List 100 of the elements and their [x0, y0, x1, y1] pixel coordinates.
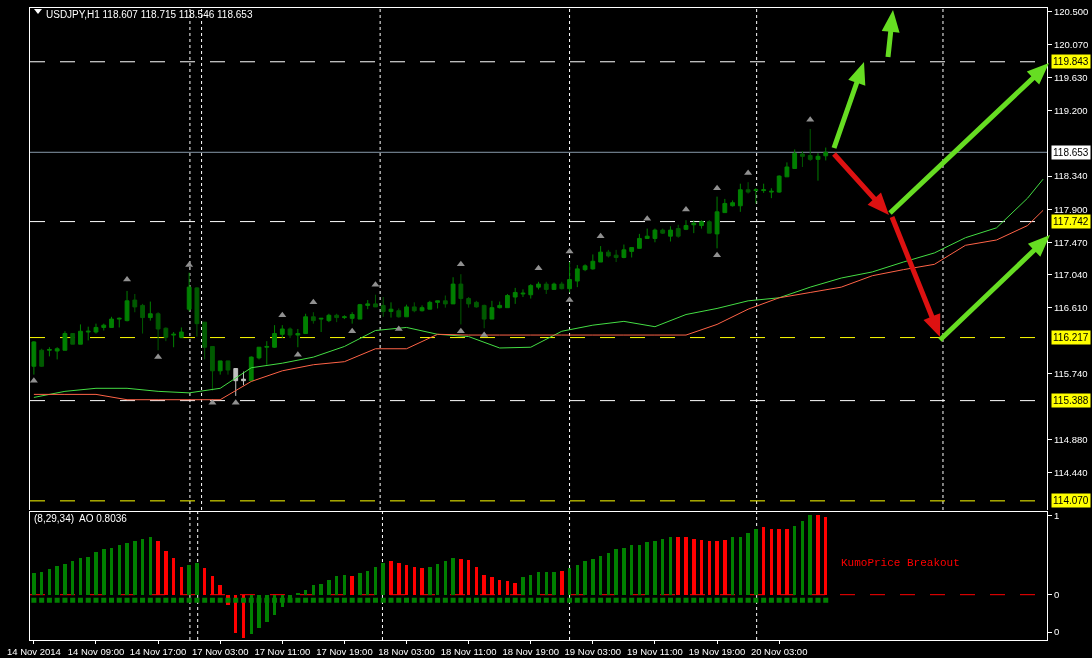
candlestick — [505, 293, 510, 309]
candlestick — [637, 233, 642, 249]
candlestick — [163, 326, 169, 342]
candlestick — [342, 314, 347, 320]
candlestick — [109, 316, 114, 328]
candlestick — [419, 304, 425, 312]
candlestick — [629, 247, 635, 258]
candlestick — [380, 296, 386, 318]
y-tick-label: 120.500 — [1053, 6, 1089, 18]
chart-title: USDJPY,H1 118.607 118.715 118.546 118.653 — [46, 9, 253, 20]
candlestick — [699, 219, 704, 230]
y-tick-label: 0 — [1053, 589, 1060, 601]
y-tick-label: 118.340 — [1053, 170, 1088, 182]
candlestick — [652, 228, 658, 243]
candlestick — [101, 323, 107, 331]
candlestick — [458, 273, 464, 325]
x-tick-label: 19 Nov 03:00 — [564, 646, 622, 658]
candlestick — [303, 313, 308, 335]
candlestick — [644, 228, 650, 239]
y-tick-label: 120.070 — [1053, 38, 1089, 50]
candlestick — [147, 301, 153, 322]
candlestick — [225, 360, 231, 376]
candlestick — [287, 326, 293, 339]
line-series — [33, 178, 1044, 398]
candlestick — [551, 282, 557, 290]
candlestick — [823, 147, 829, 161]
candlestick — [559, 281, 565, 290]
x-tick-label: 14 Nov 17:00 — [129, 646, 187, 658]
candlestick — [373, 294, 378, 308]
candlestick — [70, 333, 76, 345]
x-tick-label: 17 Nov 11:00 — [254, 646, 311, 658]
candlestick — [582, 263, 588, 272]
point — [456, 260, 465, 267]
candlestick — [800, 150, 805, 168]
candlestick — [784, 161, 790, 178]
x-tick-label: 19 Nov 19:00 — [688, 646, 746, 658]
candlestick — [435, 300, 440, 309]
x-tick-label: 18 Nov 19:00 — [502, 646, 559, 658]
candlestick — [85, 326, 91, 341]
line-series — [33, 209, 1044, 401]
candlestick — [78, 323, 83, 345]
candlestick — [411, 301, 417, 313]
candlestick — [807, 128, 813, 162]
candlestick — [365, 299, 371, 310]
candlestick — [815, 152, 821, 182]
x-tick-label: 14 Nov 09:00 — [67, 646, 125, 658]
candlestick — [761, 183, 767, 194]
ref-line-label: 118.653 — [1053, 147, 1089, 158]
x-tick-label: 18 Nov 03:00 — [378, 646, 435, 658]
candlestick — [31, 340, 37, 376]
candlestick — [776, 174, 782, 194]
candlestick — [124, 290, 130, 322]
chart-title: (8,29,34) AO 0.8036 — [34, 513, 128, 524]
ref-line-label: 114.070 — [1053, 495, 1089, 506]
candlestick — [54, 346, 60, 360]
candlestick — [140, 303, 145, 335]
candlestick — [730, 199, 735, 208]
candlestick — [171, 331, 177, 348]
candlestick — [605, 249, 611, 258]
candlestick — [621, 244, 627, 259]
candlestick — [202, 321, 208, 360]
y-tick-label: 0 — [1053, 626, 1060, 638]
candlestick — [574, 264, 580, 288]
candlestick — [396, 307, 402, 319]
candlestick — [264, 340, 270, 366]
bar — [257, 594, 261, 629]
x-tick-label: 20 Nov 03:00 — [750, 646, 808, 658]
y-tick-label: 114.880 — [1053, 433, 1088, 445]
annotation: KumoPrice Breakout — [841, 557, 960, 569]
candlestick — [481, 304, 487, 329]
candlestick — [318, 317, 324, 333]
candlestick — [47, 346, 52, 357]
bar — [265, 594, 269, 622]
candlestick — [706, 219, 712, 234]
candlestick — [737, 183, 743, 213]
candlestick — [326, 313, 332, 323]
candlestick — [543, 281, 549, 295]
candlestick — [590, 253, 596, 271]
candlestick — [528, 283, 534, 300]
candlestick — [233, 368, 239, 397]
ref-line-label: 117.742 — [1053, 216, 1089, 227]
candlestick — [62, 330, 68, 351]
candlestick — [357, 303, 363, 320]
point — [456, 327, 465, 334]
candlestick — [668, 225, 673, 243]
candlestick — [155, 311, 161, 351]
candlestick — [217, 360, 223, 376]
candlestick — [691, 219, 697, 234]
point — [348, 327, 357, 334]
candlestick — [675, 224, 681, 239]
candlestick — [442, 295, 448, 309]
candlestick — [116, 317, 122, 328]
candlestick — [466, 296, 472, 309]
candlestick — [769, 187, 774, 199]
ref-line-label: 116.217 — [1053, 332, 1089, 343]
candlestick — [473, 300, 479, 309]
point — [713, 184, 722, 191]
ref-line-label: 119.843 — [1053, 56, 1089, 67]
candlestick — [178, 326, 184, 338]
candlestick — [388, 301, 394, 319]
